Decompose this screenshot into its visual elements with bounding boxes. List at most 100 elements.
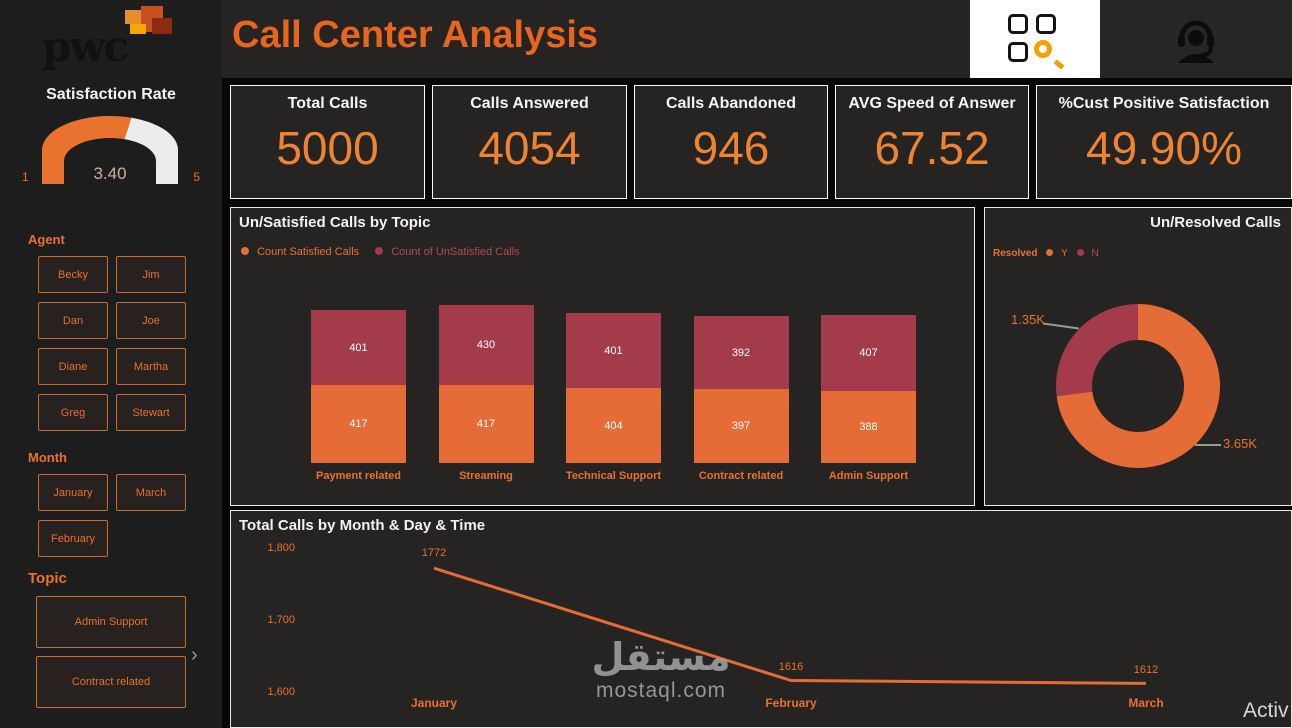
legend-item-unsatisfied[interactable]: Count of UnSatisfied Calls <box>375 246 520 258</box>
donut-chart[interactable] <box>1056 304 1220 468</box>
kpi-value: 49.90% <box>1085 122 1242 174</box>
bar-category-label: Admin Support <box>828 470 909 482</box>
agent-button-greg[interactable]: Greg <box>38 394 108 431</box>
support-agent-button[interactable] <box>1100 0 1292 78</box>
satisfied-segment[interactable]: 404 <box>566 388 661 463</box>
magnifier-icon <box>1034 40 1052 58</box>
donut-hole <box>1092 340 1184 432</box>
legend-dot-y <box>1046 249 1054 256</box>
donut-label-unresolved: 1.35K <box>1011 312 1045 327</box>
pwc-logo: pwc <box>0 0 222 78</box>
y-axis-tick: 1,800 <box>267 542 295 554</box>
month-button-february[interactable]: February <box>38 520 108 557</box>
legend-dot-n <box>1076 249 1084 256</box>
bar-technical-support[interactable]: 401 404 Technical Support <box>566 313 661 482</box>
satisfied-segment[interactable]: 417 <box>438 385 534 463</box>
bar-category-label: Contract related <box>698 470 784 482</box>
bar-chart-title: Un/Satisfied Calls by Topic <box>239 214 431 231</box>
kpi-card-total-calls: Total Calls 5000 <box>230 85 425 199</box>
callout-line <box>1195 444 1221 446</box>
legend-label: Count of UnSatisfied Calls <box>391 246 520 258</box>
scroll-right-icon[interactable]: › <box>191 644 198 666</box>
kpi-label: Total Calls <box>287 95 368 112</box>
unsatisfied-segment[interactable]: 392 <box>693 316 789 389</box>
gauge-hole <box>64 138 156 184</box>
agent-button-diane[interactable]: Diane <box>38 348 108 385</box>
month-slicer-label: Month <box>28 450 67 465</box>
line-chart-title: Total Calls by Month & Day & Time <box>239 517 486 534</box>
topic-button-contract-related[interactable]: Contract related <box>36 656 186 708</box>
bookmark-zoom-button[interactable] <box>970 0 1100 78</box>
agent-button-jim[interactable]: Jim <box>116 256 186 293</box>
topic-button-admin-support[interactable]: Admin Support <box>36 596 186 648</box>
agent-button-dan[interactable]: Dan <box>38 302 108 339</box>
donut-legend: Resolved Y N <box>993 248 1099 259</box>
topic-slicer: Admin Support Contract related <box>36 596 186 708</box>
kpi-label: Calls Abandoned <box>665 95 797 112</box>
legend-dot-satisfied <box>241 247 249 255</box>
month-button-january[interactable]: January <box>38 474 108 511</box>
month-button-march[interactable]: March <box>116 474 186 511</box>
gauge-max: 5 <box>193 170 200 184</box>
agent-button-martha[interactable]: Martha <box>116 348 186 385</box>
line-chart-panel: Total Calls by Month & Day & Time 1,800 … <box>230 510 1292 728</box>
bar-chart-panel: Un/Satisfied Calls by Topic Count Satisf… <box>230 207 975 506</box>
bar-payment-related[interactable]: 401 417 Payment related <box>311 310 406 482</box>
unsatisfied-segment[interactable]: 401 <box>566 313 661 388</box>
satisfied-segment[interactable]: 397 <box>693 389 789 463</box>
headset-person-icon <box>1178 20 1214 63</box>
bar-category-label: Payment related <box>316 470 401 482</box>
satisfaction-rate-title: Satisfaction Rate <box>46 86 176 103</box>
data-label-march: 1612 <box>1133 664 1159 676</box>
y-axis-tick: 1,700 <box>267 614 295 626</box>
satisfaction-gauge: 3.40 1 5 <box>22 108 200 192</box>
agent-button-stewart[interactable]: Stewart <box>116 394 186 431</box>
gauge-min: 1 <box>22 170 29 184</box>
kpi-value: 5000 <box>276 122 379 174</box>
legend-item-satisfied[interactable]: Count Satisfied Calls <box>241 246 359 258</box>
pwc-logo-text: pwc <box>42 22 129 71</box>
data-label-january: 1772 <box>421 547 447 559</box>
pwc-logo-block <box>130 24 146 34</box>
donut-chart-panel: Un/Resolved Calls Resolved Y N 1.35K 3.6… <box>984 207 1292 506</box>
satisfied-segment[interactable]: 417 <box>311 385 406 463</box>
legend-dot-unsatisfied <box>375 247 384 255</box>
bar-contract-related[interactable]: 392 397 Contract related <box>693 316 789 482</box>
donut-label-resolved: 3.65K <box>1223 436 1257 451</box>
agent-button-becky[interactable]: Becky <box>38 256 108 293</box>
bar-admin-support[interactable]: 407 388 Admin Support <box>821 315 916 482</box>
bar-chart-legend: Count Satisfied Calls Count of UnSatisfi… <box>241 246 520 258</box>
unsatisfied-segment[interactable]: 401 <box>311 310 406 385</box>
legend-title: Resolved <box>993 248 1038 259</box>
kpi-card-calls-answered: Calls Answered 4054 <box>432 85 627 199</box>
kpi-value: 67.52 <box>874 122 990 174</box>
agent-button-joe[interactable]: Joe <box>116 302 186 339</box>
kpi-row: Total Calls 5000 Calls Answered 4054 Cal… <box>230 85 1292 199</box>
donut-chart-title: Un/Resolved Calls <box>1150 214 1281 231</box>
satisfied-segment[interactable]: 388 <box>821 391 916 463</box>
callout-line <box>1043 322 1079 330</box>
kpi-label: Calls Answered <box>470 95 589 112</box>
header: Call Center Analysis <box>222 0 970 78</box>
legend-label: Y <box>1061 248 1068 259</box>
kpi-card-calls-abandoned: Calls Abandoned 946 <box>634 85 828 199</box>
watermark-domain: mostaql.com <box>595 679 727 702</box>
legend-item-resolved-y[interactable]: Y <box>1046 248 1068 259</box>
x-axis-label-january: January <box>410 696 458 710</box>
sidebar: pwc Satisfaction Rate 3.40 1 5 Agent Bec… <box>0 0 222 728</box>
legend-item-resolved-n[interactable]: N <box>1076 248 1099 259</box>
kpi-value: 4054 <box>478 122 581 174</box>
bar-category-label: Technical Support <box>565 470 662 482</box>
activate-windows-partial-text: Activ <box>1243 699 1289 722</box>
unsatisfied-segment[interactable]: 407 <box>821 315 916 391</box>
square-icon <box>1008 42 1028 62</box>
topic-slicer-label: Topic <box>28 570 67 587</box>
magnifier-handle-icon <box>1053 59 1065 70</box>
unsatisfied-segment[interactable]: 430 <box>438 305 534 385</box>
kpi-label: AVG Speed of Answer <box>848 95 1016 112</box>
bar-streaming[interactable]: 430 417 Streaming <box>438 305 534 482</box>
bar-category-label: Streaming <box>459 470 513 482</box>
page-title: Call Center Analysis <box>232 14 599 56</box>
y-axis-tick: 1,600 <box>267 686 295 698</box>
